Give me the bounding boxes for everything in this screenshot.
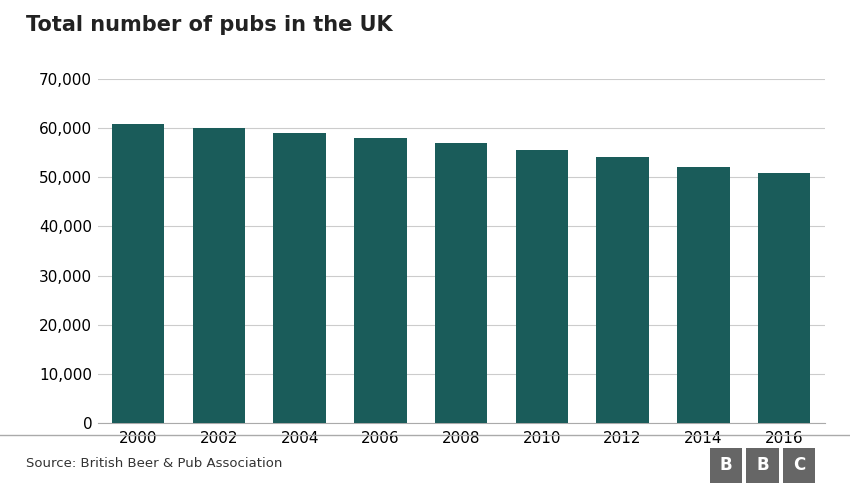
Bar (193, 128, 245, 423)
Bar (597, 157, 649, 423)
Bar (677, 167, 729, 423)
Bar (354, 138, 406, 423)
Text: C: C (793, 457, 805, 474)
Bar (516, 150, 568, 423)
Bar (274, 133, 326, 423)
Bar (758, 173, 810, 423)
Text: B: B (720, 457, 732, 474)
Text: Total number of pubs in the UK: Total number of pubs in the UK (26, 15, 392, 35)
Bar (112, 124, 164, 423)
Text: B: B (756, 457, 768, 474)
Text: Source: British Beer & Pub Association: Source: British Beer & Pub Association (26, 457, 282, 470)
Bar (435, 143, 487, 423)
